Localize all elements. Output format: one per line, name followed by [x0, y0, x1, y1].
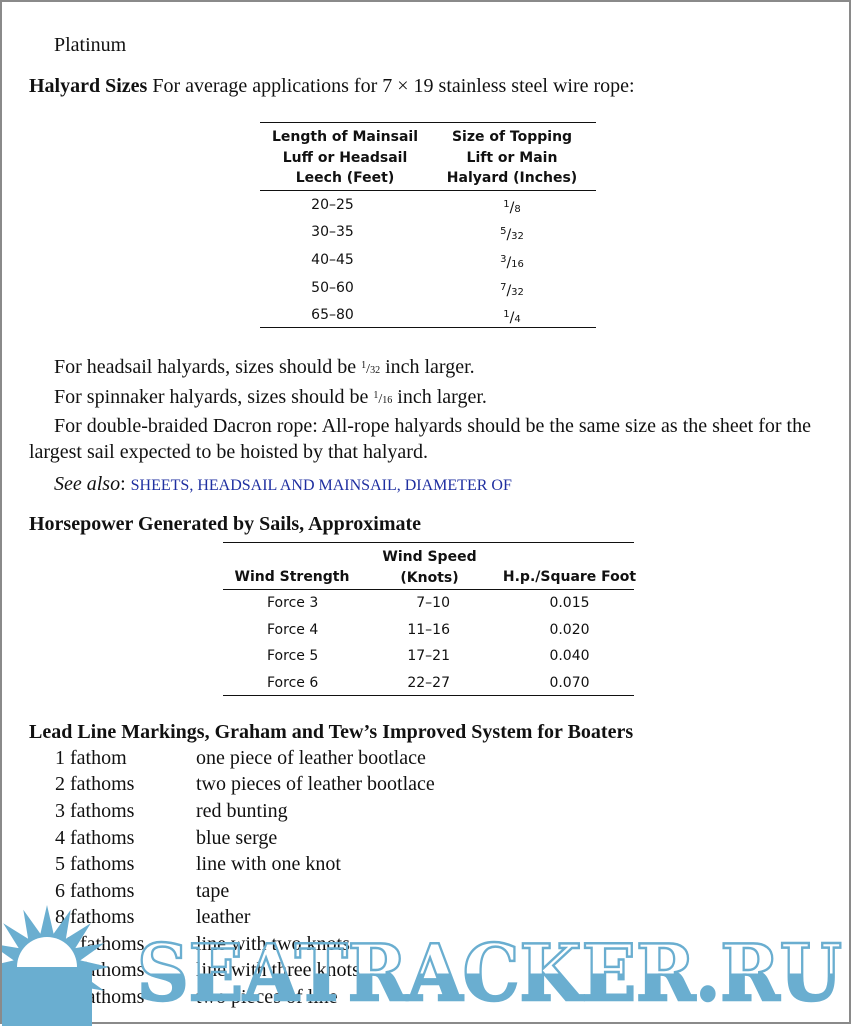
lead-line-depth: 1 fathom	[55, 747, 127, 769]
table-cell-wind-strength: Force 3	[267, 595, 319, 611]
table-cell-wind-speed: 22–27	[407, 675, 450, 691]
table-cell-size: 1/4	[503, 309, 521, 326]
lead-line-marking: red bunting	[196, 800, 288, 822]
table-cell-hp: 0.070	[549, 675, 590, 691]
see-also-link[interactable]: SHEETS, HEADSAIL AND MAINSAIL, DIAMETER …	[130, 477, 512, 494]
lead-line-marking: leather	[196, 906, 251, 928]
lead-line-depth: 10 fathoms	[55, 933, 145, 955]
note-spinnaker: For spinnaker halyards, sizes should be …	[54, 386, 487, 408]
note-dacron: For double-braided Dacron rope: All-rope…	[29, 415, 811, 463]
lead-line-marking: tape	[196, 880, 230, 902]
lead-line-marking: two pieces of line	[196, 986, 338, 1008]
lead-line-depth: 5 fathoms	[55, 853, 135, 875]
lead-line-depth: 20 fathoms	[55, 986, 145, 1008]
col-header-wind-strength: Wind Strength	[234, 569, 350, 585]
note-headsail: For headsail halyards, sizes should be 1…	[54, 356, 475, 378]
table-cell-size: 1/8	[503, 199, 521, 216]
lead-line-depth: 15 fathoms	[55, 959, 145, 981]
table-cell-length: 40–45	[311, 252, 354, 268]
table-cell-hp: 0.015	[549, 595, 590, 611]
lead-line-depth: 6 fathoms	[55, 880, 135, 902]
col-header-length: Length of Mainsail Luff or Headsail Leech …	[271, 129, 419, 186]
see-also: See also: SHEETS, HEADSAIL AND MAINSAIL,…	[54, 473, 512, 495]
lead-line-depth: 8 fathoms	[55, 906, 135, 928]
top-fragment: Platinum	[54, 34, 127, 56]
lead-line-marking: line with three knots	[196, 959, 360, 981]
col-header-wind-speed: Wind Speed (Knots)	[382, 549, 477, 586]
table-cell-wind-speed: 11–16	[407, 622, 450, 638]
table-cell-wind-speed: 7–10	[416, 595, 450, 611]
lead-line-marking: two pieces of leather bootlace	[196, 773, 435, 795]
lead-line-depth: 4 fathoms	[55, 827, 135, 849]
lead-line-depth: 3 fathoms	[55, 800, 135, 822]
lead-line-marking: one piece of leather bootlace	[196, 747, 426, 769]
table-cell-size: 3/16	[500, 254, 524, 271]
table-cell-hp: 0.040	[549, 648, 590, 664]
lead-line-heading: Lead Line Markings, Graham and Tew’s Imp…	[29, 721, 634, 743]
col-header-size: Size of Topping Lift or Main Halyard (Inch…	[446, 129, 578, 186]
table-cell-length: 20–25	[311, 197, 354, 213]
table-cell-wind-speed: 17–21	[407, 648, 450, 664]
table-cell-hp: 0.020	[549, 622, 590, 638]
lead-line-marking: line with one knot	[196, 853, 341, 875]
lead-line-marking: blue serge	[196, 827, 278, 849]
table-cell-size: 7/32	[500, 282, 524, 299]
halyard-heading: Halyard Sizes	[29, 75, 148, 97]
horsepower-heading: Horsepower Generated by Sails, Approxima…	[29, 513, 422, 535]
table-cell-wind-strength: Force 6	[267, 675, 319, 691]
table-cell-size: 5/32	[500, 226, 524, 243]
table-cell-length: 50–60	[311, 280, 354, 296]
lead-line-depth: 2 fathoms	[55, 773, 135, 795]
table-cell-length: 65–80	[311, 307, 354, 323]
halyard-intro: For average applications for 7 × 19 stai…	[152, 75, 635, 97]
table-cell-wind-strength: Force 4	[267, 622, 319, 638]
table-cell-length: 30–35	[311, 224, 354, 240]
table-cell-wind-strength: Force 5	[267, 648, 319, 664]
halyard-intro-line: Halyard Sizes For average applications f…	[29, 73, 635, 99]
lead-line-marking: line with two knots	[196, 933, 350, 955]
col-header-hp: H.p./Square Foot	[502, 569, 637, 585]
